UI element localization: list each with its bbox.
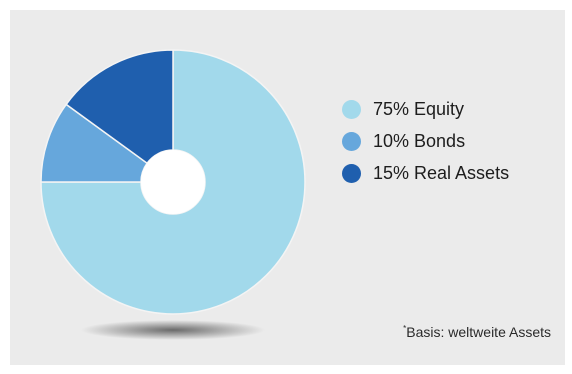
donut-hole	[141, 150, 205, 214]
footnote-text: Basis: weltweite Assets	[406, 324, 551, 340]
legend-label-bonds: 10% Bonds	[373, 130, 466, 151]
legend-dot-real-assets	[342, 163, 361, 183]
chart-legend: 75% Equity 10% Bonds 15% Real Assets	[342, 93, 509, 189]
legend-label-real-assets: 15% Real Assets	[373, 162, 510, 183]
legend-dot-bonds	[342, 131, 361, 151]
chart-footnote: *Basis: weltweite Assets	[403, 324, 551, 340]
legend-item-bonds: 10% Bonds	[342, 125, 509, 157]
chart-panel: 75% Equity 10% Bonds 15% Real Assets *Ba…	[10, 10, 565, 365]
legend-item-real-assets: 15% Real Assets	[342, 157, 509, 189]
chart-shadow	[81, 320, 265, 340]
legend-item-equity: 75% Equity	[342, 93, 509, 125]
legend-label-equity: 75% Equity	[373, 98, 465, 119]
donut-chart	[40, 49, 306, 340]
legend-dot-equity	[342, 99, 361, 119]
footnote-marker: *	[403, 324, 407, 333]
